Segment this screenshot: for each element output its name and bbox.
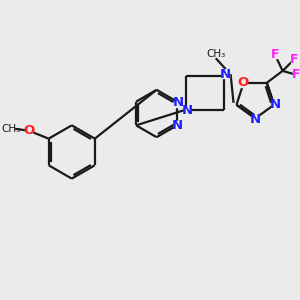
Bar — [26, 127, 32, 135]
Text: F: F — [292, 68, 300, 81]
Bar — [252, 116, 259, 123]
Bar — [184, 106, 190, 115]
Text: N: N — [172, 119, 183, 132]
Text: CH₃: CH₃ — [2, 124, 21, 134]
Text: N: N — [220, 68, 231, 80]
Text: CH₃: CH₃ — [206, 49, 225, 59]
Text: O: O — [23, 124, 34, 137]
Bar — [272, 101, 278, 109]
Bar — [272, 50, 278, 58]
Text: N: N — [250, 113, 261, 126]
Bar — [174, 122, 180, 129]
Text: O: O — [237, 76, 248, 89]
Bar — [291, 55, 298, 63]
Text: N: N — [172, 96, 184, 109]
Text: N: N — [269, 98, 281, 111]
Text: F: F — [290, 52, 299, 66]
Bar — [293, 71, 300, 79]
Text: N: N — [182, 104, 193, 117]
Bar — [222, 70, 229, 78]
Bar — [175, 99, 181, 106]
Bar — [239, 79, 246, 87]
Text: F: F — [271, 48, 279, 61]
